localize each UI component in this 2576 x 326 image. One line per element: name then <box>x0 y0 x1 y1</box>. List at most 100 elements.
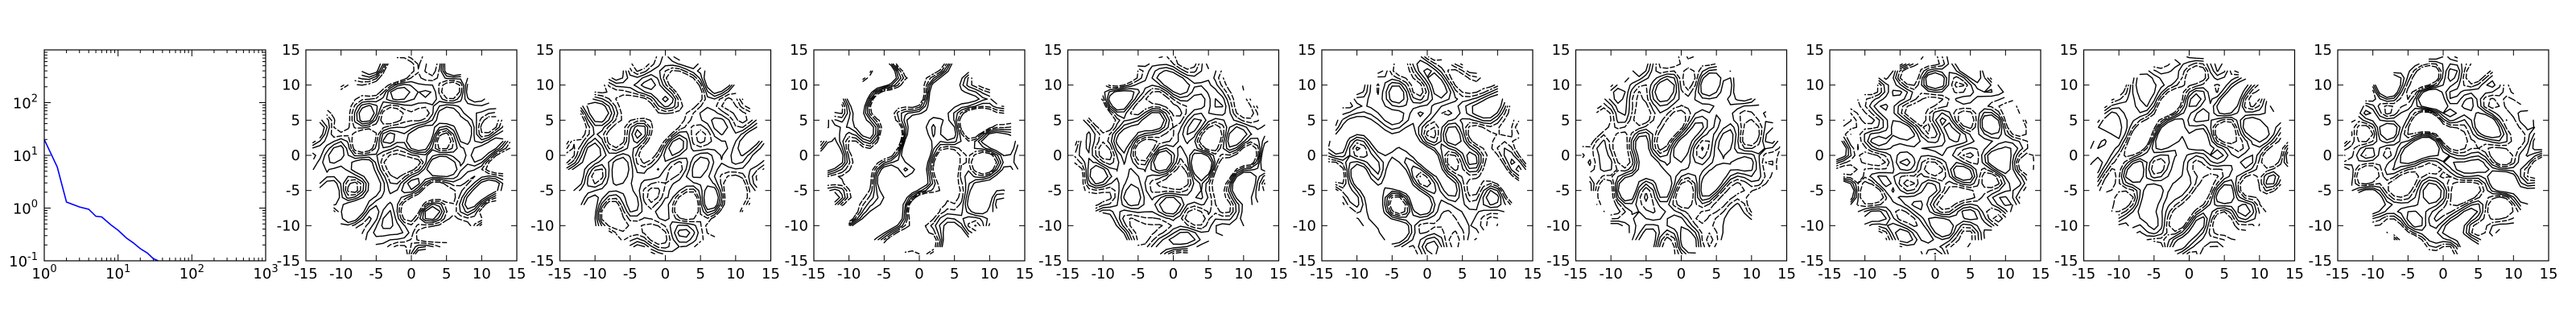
contour-level-2 <box>1836 56 2025 254</box>
x-tick-label: -5 <box>2401 266 2415 283</box>
y-tick-label: 10 <box>790 77 808 94</box>
x-tick-label: 15 <box>2032 266 2050 283</box>
y-tick-label: 10-1 <box>9 251 38 270</box>
y-tick-label: 10 <box>2060 77 2079 94</box>
x-tick-label: -15 <box>548 266 572 283</box>
plot-frame <box>813 49 1026 262</box>
y-tick-label: -5 <box>540 183 555 200</box>
y-tick-label: -10 <box>785 217 808 234</box>
contour-lines <box>312 56 510 254</box>
x-tick-label: -10 <box>1853 266 1876 283</box>
contour-level-0 <box>566 63 749 246</box>
contour-level-2 <box>2344 56 2542 250</box>
y-tick-label: -15 <box>1546 253 1570 270</box>
x-tick-label: 15 <box>762 266 780 283</box>
contour-level-3 <box>1589 63 1775 254</box>
x-tick-label: -15 <box>1310 266 1333 283</box>
chart-panel-contour-7: -15 -10 -5 0 5 10 15 -15 -10 -5 0 5 10 15 <box>1801 42 2050 283</box>
y-tick-label: 10 <box>536 77 555 94</box>
x-tick-label: -15 <box>1056 266 1080 283</box>
contour-level-3 <box>568 56 765 254</box>
contour-lines <box>820 63 1018 254</box>
y-tick-label: -10 <box>1293 217 1316 234</box>
y-tick-label: -10 <box>530 217 554 234</box>
y-tick-label: -10 <box>277 217 300 234</box>
y-tick-label: 15 <box>536 42 555 59</box>
contour-level-0 <box>834 63 1012 254</box>
y-tick-label: 10 <box>1298 77 1316 94</box>
plot-frame <box>305 49 518 262</box>
y-tick-label: -10 <box>2309 217 2332 234</box>
y-tick-label: 5 <box>1307 112 1316 129</box>
chart-panel-contour-1: -15 -10 -5 0 5 10 15 -15 -10 -5 0 5 10 15 <box>277 42 526 283</box>
y-tick-label: -5 <box>2064 183 2079 200</box>
x-tick-label: 10 <box>1996 266 2015 283</box>
x-tick-label: 10 <box>2250 266 2268 283</box>
x-tick-label: 10 <box>1742 266 1761 283</box>
y-tick-label: 101 <box>13 146 38 165</box>
y-tick-label: -5 <box>1810 183 1824 200</box>
x-tick-label: 15 <box>2285 266 2304 283</box>
plot-frame <box>1321 49 1534 262</box>
y-tick-label: 10 <box>282 77 300 94</box>
x-tick-label: 10 <box>473 266 491 283</box>
x-tick-label: 0 <box>407 266 415 283</box>
x-tick-label: -10 <box>1345 266 1368 283</box>
contour-level-0 <box>326 56 510 254</box>
chart-panel-contour-2: -15 -10 -5 0 5 10 15 -15 -10 -5 0 5 10 15 <box>530 42 780 283</box>
contour-level-1 <box>1836 56 2029 254</box>
plot-frame <box>1067 49 1280 262</box>
contour-level-4 <box>820 63 1017 248</box>
contour-level-4 <box>1836 63 2013 254</box>
x-tick-label: 100 <box>31 263 56 283</box>
chart-panel-contour-5: -15 -10 -5 0 5 10 15 -15 -10 -5 0 5 10 15 <box>1293 42 1542 283</box>
x-tick-label: -15 <box>2326 266 2349 283</box>
x-tick-label: -10 <box>2361 266 2384 283</box>
x-tick-label: 0 <box>1422 266 1431 283</box>
y-tick-label: 15 <box>790 42 808 59</box>
y-tick-label: -15 <box>530 253 554 270</box>
x-tick-label: 101 <box>105 263 130 283</box>
y-tick-label: -5 <box>1302 183 1316 200</box>
x-tick-label: 5 <box>442 266 451 283</box>
x-tick-label: 15 <box>2540 266 2558 283</box>
x-tick-label: 15 <box>1016 266 1034 283</box>
y-tick-label: 15 <box>282 42 300 59</box>
x-tick-label: 5 <box>1458 266 1467 283</box>
x-tick-label: 102 <box>180 263 204 283</box>
contour-level-3 <box>1328 60 1522 254</box>
y-tick-label: -10 <box>1038 217 1062 234</box>
x-tick-label: 0 <box>914 266 923 283</box>
contour-level-2 <box>820 63 1012 248</box>
chart-panel-contour-3: -15 -10 -5 0 5 10 15 -15 -10 -5 0 5 10 15 <box>785 42 1034 283</box>
x-tick-label: 5 <box>950 266 959 283</box>
y-tick-label: -15 <box>1801 253 1824 270</box>
chart-panel-contour-6: -15 -10 -5 0 5 10 15 -15 -10 -5 0 5 10 15 <box>1546 42 1796 283</box>
contour-lines <box>2090 56 2289 254</box>
y-tick-label: 10 <box>1552 77 1571 94</box>
y-tick-label: 10 <box>2314 77 2332 94</box>
y-tick-label: 5 <box>2323 112 2332 129</box>
y-tick-label: -5 <box>1048 183 1063 200</box>
contour-level-4 <box>1612 63 1754 254</box>
x-tick-label: -10 <box>1091 266 1114 283</box>
y-tick-label: -10 <box>1546 217 1570 234</box>
x-tick-label: -15 <box>1818 266 1841 283</box>
x-tick-label: 10 <box>1488 266 1507 283</box>
contour-level-2 <box>1589 63 1779 254</box>
x-tick-label: -5 <box>877 266 891 283</box>
contour-level-2 <box>566 56 765 253</box>
x-tick-label: -5 <box>1639 266 1653 283</box>
plot-frame <box>1829 49 2041 262</box>
y-tick-label: 0 <box>291 147 300 164</box>
y-tick-label: -15 <box>1038 253 1062 270</box>
y-tick-label: -15 <box>2054 253 2078 270</box>
contour-lines <box>1582 56 1781 254</box>
chart-panel-contour-4: -15 -10 -5 0 5 10 15 -15 -10 -5 0 5 10 15 <box>1038 42 1288 283</box>
x-tick-label: -15 <box>294 266 317 283</box>
x-tick-label: 10 <box>726 266 745 283</box>
contour-level-4 <box>2358 68 2542 248</box>
x-tick-label: 10 <box>980 266 999 283</box>
